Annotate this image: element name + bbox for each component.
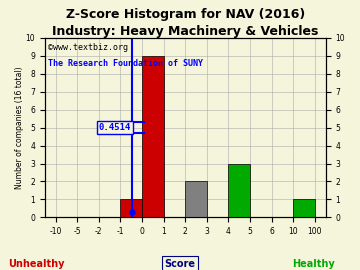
Title: Z-Score Histogram for NAV (2016)
Industry: Heavy Machinery & Vehicles: Z-Score Histogram for NAV (2016) Industr…	[52, 8, 318, 38]
Text: The Research Foundation of SUNY: The Research Foundation of SUNY	[48, 59, 203, 68]
Bar	[142, 56, 163, 217]
Text: 0.4514: 0.4514	[99, 123, 131, 132]
Bar	[185, 181, 207, 217]
Bar	[293, 200, 315, 217]
Text: Unhealthy: Unhealthy	[8, 259, 64, 269]
Bar	[228, 164, 250, 217]
Text: ©www.textbiz.org: ©www.textbiz.org	[48, 43, 127, 52]
Text: Score: Score	[165, 259, 195, 269]
Bar	[120, 200, 142, 217]
Text: Healthy: Healthy	[292, 259, 334, 269]
Y-axis label: Number of companies (16 total): Number of companies (16 total)	[15, 66, 24, 189]
